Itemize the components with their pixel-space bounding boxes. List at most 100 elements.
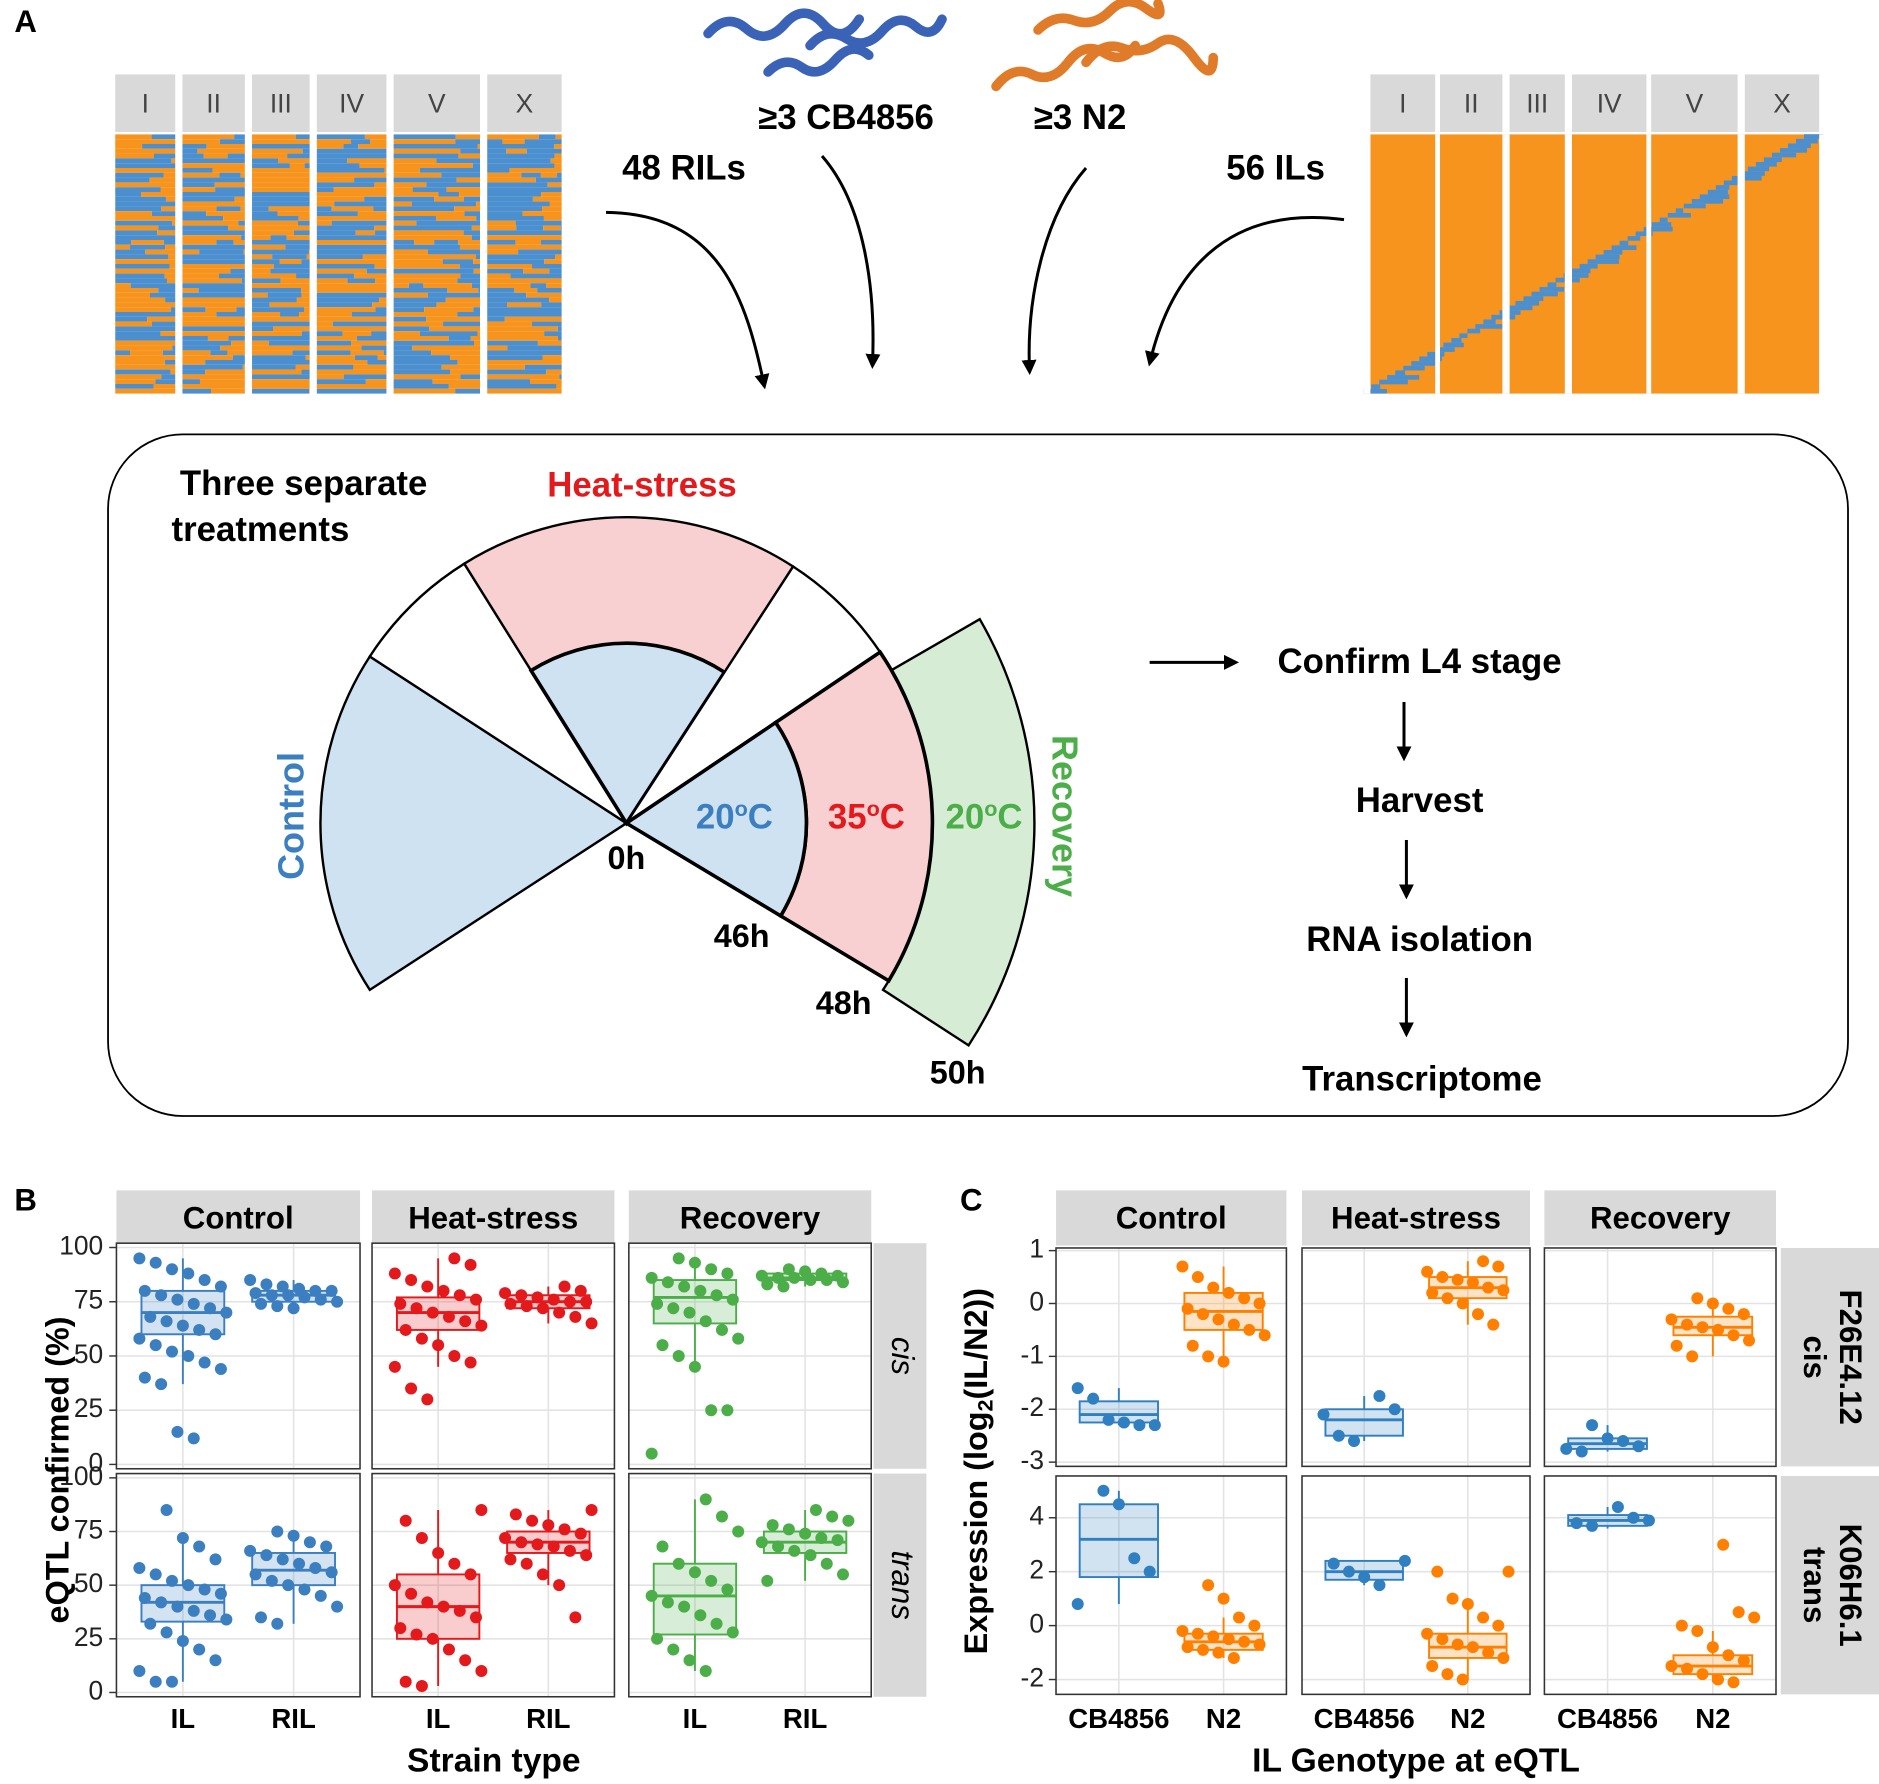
genotype-cell <box>241 278 245 284</box>
genotype-cell <box>115 148 176 154</box>
genotype-cell <box>182 340 232 346</box>
point <box>755 1536 768 1549</box>
x-tick-label: RIL <box>271 1703 315 1734</box>
genotype-cell <box>278 158 310 164</box>
genotype-cell <box>240 206 245 212</box>
panel-border <box>628 1242 873 1470</box>
point <box>1222 1286 1235 1299</box>
point <box>1212 1646 1225 1659</box>
genotype-cell <box>477 143 481 149</box>
genotype-cell <box>471 283 481 288</box>
genotype-cell <box>252 335 310 341</box>
point <box>1686 1350 1699 1363</box>
point <box>421 1596 434 1609</box>
chromosome-header <box>252 74 310 132</box>
point <box>826 1510 839 1523</box>
point <box>1258 1329 1271 1342</box>
genotype-cell <box>487 374 560 380</box>
genotype-cell <box>529 379 562 384</box>
genotype-cell <box>554 163 562 168</box>
genotype-cell <box>374 225 387 231</box>
point <box>1706 1297 1719 1310</box>
point <box>204 1302 217 1315</box>
genotype-cell <box>354 273 387 279</box>
genotype-cell <box>383 350 387 356</box>
genotype-cell <box>160 331 176 336</box>
genotype-cell <box>455 388 481 394</box>
point <box>585 1504 598 1517</box>
point <box>1722 1649 1735 1662</box>
point <box>160 1504 173 1517</box>
genotype-cell <box>182 311 217 317</box>
genotype-cell <box>316 345 362 351</box>
genotype-cell <box>230 268 245 274</box>
genotype-cell <box>450 355 481 360</box>
point <box>155 1289 168 1302</box>
genotype-cell <box>316 134 365 140</box>
genotype-cell <box>372 302 387 308</box>
y-tick-label: -2 <box>1021 1663 1044 1693</box>
x-tick-label: RIL <box>783 1703 827 1734</box>
genotype-cell <box>316 230 356 236</box>
genotype-cell <box>316 364 354 370</box>
genotype-cell <box>472 163 481 168</box>
genotype-cell <box>359 163 387 168</box>
genotype-cell <box>316 383 387 389</box>
genotype-cell <box>356 335 387 341</box>
genotype-cell <box>252 383 310 389</box>
genotype-cell <box>541 191 562 197</box>
point <box>1421 1627 1434 1640</box>
chromosome-label: I <box>1399 89 1406 119</box>
point <box>1456 1673 1469 1686</box>
genotype-cell <box>487 345 508 351</box>
genotype-cell <box>252 340 269 346</box>
genotype-cell <box>163 239 176 245</box>
point <box>515 1289 528 1302</box>
genotype-cell <box>504 316 562 322</box>
point <box>437 1600 450 1613</box>
genotype-cell <box>316 287 387 293</box>
point <box>193 1540 206 1553</box>
genotype-cell <box>458 153 481 159</box>
chromosome-label: III <box>270 89 292 119</box>
genotype-cell <box>549 201 562 207</box>
genotype-cell <box>252 364 296 370</box>
genotype-cell <box>151 134 176 140</box>
genotype-cell <box>347 278 376 284</box>
genotype-cell <box>115 364 176 370</box>
genotype-cell <box>167 278 176 284</box>
genotype-cell <box>115 383 154 389</box>
point <box>651 1297 664 1310</box>
genotype-cell <box>316 167 385 173</box>
genotype-cell <box>115 254 169 260</box>
point <box>1176 1625 1189 1638</box>
genotype-cell <box>487 249 519 255</box>
introgression <box>1619 240 1629 246</box>
point <box>1332 1429 1345 1442</box>
point <box>133 1252 146 1265</box>
y-tick-label: 50 <box>74 1339 103 1369</box>
genotype-cell <box>393 335 449 341</box>
point <box>244 1544 257 1557</box>
genotype-cell <box>393 287 448 293</box>
genotype-cell <box>182 167 213 173</box>
plot-background <box>1302 1475 1531 1695</box>
point <box>645 1271 658 1284</box>
genotype-cell <box>198 287 245 293</box>
point <box>405 1274 418 1287</box>
genotype-cell <box>308 249 310 255</box>
genotype-cell <box>182 158 245 164</box>
introgression <box>1467 328 1481 334</box>
point <box>138 1284 151 1297</box>
introgression <box>1763 157 1782 162</box>
genotype-cell <box>165 297 176 303</box>
genotype-cell <box>316 215 387 221</box>
point <box>1243 1323 1256 1336</box>
point <box>553 1306 566 1319</box>
introgression <box>1667 212 1691 218</box>
point <box>1477 1255 1490 1268</box>
genotype-cell <box>393 153 459 159</box>
genotype-cell <box>182 187 216 192</box>
genotype-cell <box>252 369 302 375</box>
genotype-cell <box>375 230 387 236</box>
